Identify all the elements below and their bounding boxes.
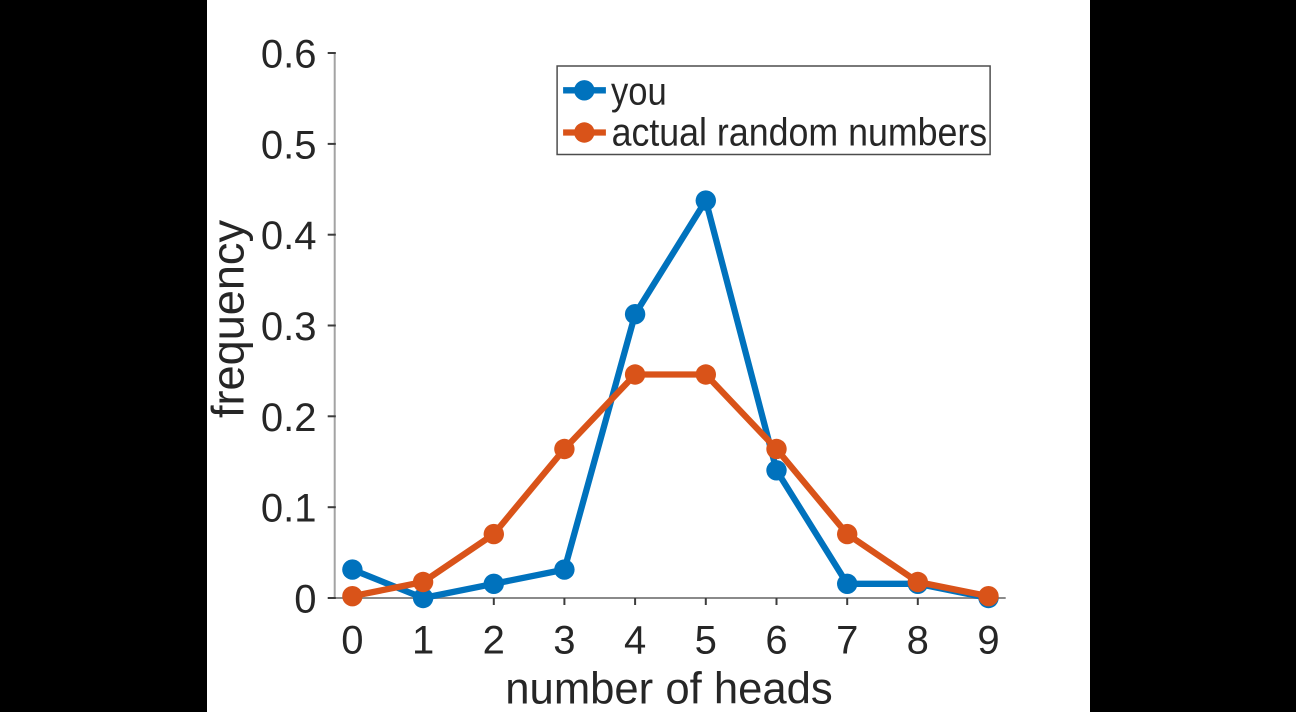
svg-text:0: 0	[294, 578, 316, 622]
svg-text:0.3: 0.3	[261, 305, 317, 349]
svg-text:4: 4	[624, 619, 646, 663]
svg-text:frequency: frequency	[203, 220, 254, 418]
svg-text:0.5: 0.5	[261, 123, 317, 167]
svg-text:0.4: 0.4	[261, 214, 317, 258]
svg-text:2: 2	[483, 619, 505, 663]
svg-text:you: you	[611, 70, 667, 113]
svg-text:8: 8	[907, 619, 929, 663]
svg-text:number of heads: number of heads	[505, 665, 832, 712]
svg-text:actual random numbers: actual random numbers	[612, 111, 988, 154]
svg-text:0.2: 0.2	[261, 396, 317, 440]
svg-text:0.6: 0.6	[261, 33, 317, 77]
svg-text:9: 9	[977, 619, 999, 663]
svg-text:3: 3	[553, 619, 575, 663]
svg-text:0.1: 0.1	[261, 487, 317, 531]
svg-text:6: 6	[765, 619, 787, 663]
svg-text:5: 5	[695, 619, 717, 663]
svg-text:1: 1	[412, 619, 434, 663]
svg-text:0: 0	[341, 619, 363, 663]
svg-text:7: 7	[836, 619, 858, 663]
